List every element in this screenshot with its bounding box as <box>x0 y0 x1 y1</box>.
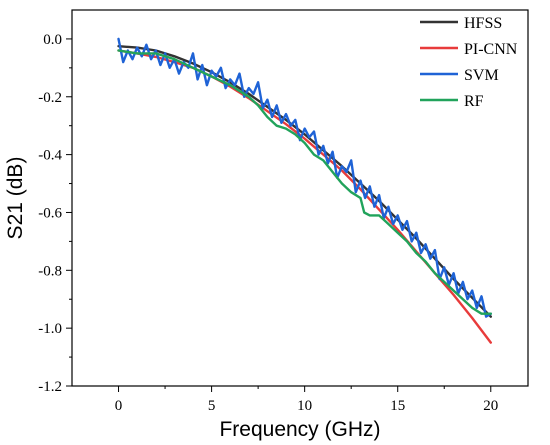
x-axis-title: Frequency (GHz) <box>219 418 380 441</box>
y-tick-label: -1.0 <box>38 321 62 337</box>
legend-label-rf: RF <box>464 93 484 110</box>
plot-frame <box>71 9 529 387</box>
legend-label-hfss: HFSS <box>464 15 502 32</box>
x-tick-label: 15 <box>390 398 405 414</box>
x-tick-label: 10 <box>297 398 312 414</box>
x-tick-label: 5 <box>208 398 216 414</box>
series-line-rf <box>117 49 492 315</box>
y-tick-label: -0.6 <box>38 205 62 221</box>
series-line-pi-cnn <box>117 49 492 344</box>
y-axis-title: S21 (dB) <box>4 157 27 240</box>
y-tick-label: -0.8 <box>38 263 62 279</box>
x-axis-ticks: 0 5 10 15 20 <box>115 386 498 414</box>
y-tick-label: 0.0 <box>43 32 62 48</box>
x-tick-label: 20 <box>483 398 498 414</box>
y-tick-label: -0.2 <box>38 90 62 106</box>
y-tick-label: -0.4 <box>38 148 62 164</box>
y-axis-ticks: 0.0 -0.2 -0.4 -0.6 -0.8 -1.0 -1.2 <box>38 32 72 395</box>
legend-label-pi-cnn: PI-CNN <box>464 41 518 58</box>
y-tick-label: -1.2 <box>38 379 62 395</box>
series-line-svm <box>117 37 492 318</box>
plot-border <box>71 9 529 387</box>
legend-label-svm: SVM <box>464 67 499 84</box>
legend: HFSS PI-CNN SVM RF <box>420 15 518 110</box>
series-layer <box>117 37 492 344</box>
series-line-hfss <box>117 45 492 318</box>
x-tick-label: 0 <box>115 398 123 414</box>
